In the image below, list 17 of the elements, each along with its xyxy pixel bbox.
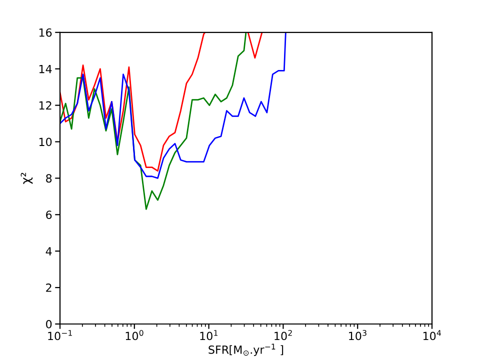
x-tick-label: 10$^{2}$ (274, 330, 292, 340)
y-tick-label: 6 (46, 210, 52, 220)
x-tick-label: 10$^{3}$ (349, 330, 366, 340)
y-tick-label: 12 (39, 101, 52, 110)
y-tick-label: 4 (46, 247, 52, 256)
x-tick-label: 10$^{0}$ (126, 330, 144, 340)
y-tick-label: 0 (46, 320, 52, 328)
x-tick-label: 10$^{4}$ (423, 330, 441, 340)
y-tick-label: 10 (39, 138, 52, 146)
x-axis-title: SFR[M$_{⊙}$.yr$^{−1}$ ] (208, 344, 284, 356)
x-tick-label: 10$^{−1}$ (48, 330, 72, 340)
y-tick-label: 14 (39, 64, 52, 74)
y-tick-label: 8 (46, 174, 52, 183)
y-tick-label: 16 (39, 28, 52, 37)
y-tick-label: 2 (46, 284, 52, 292)
x-tick-label: 10$^{1}$ (200, 330, 218, 340)
y-axis-title: χ² (20, 172, 33, 184)
